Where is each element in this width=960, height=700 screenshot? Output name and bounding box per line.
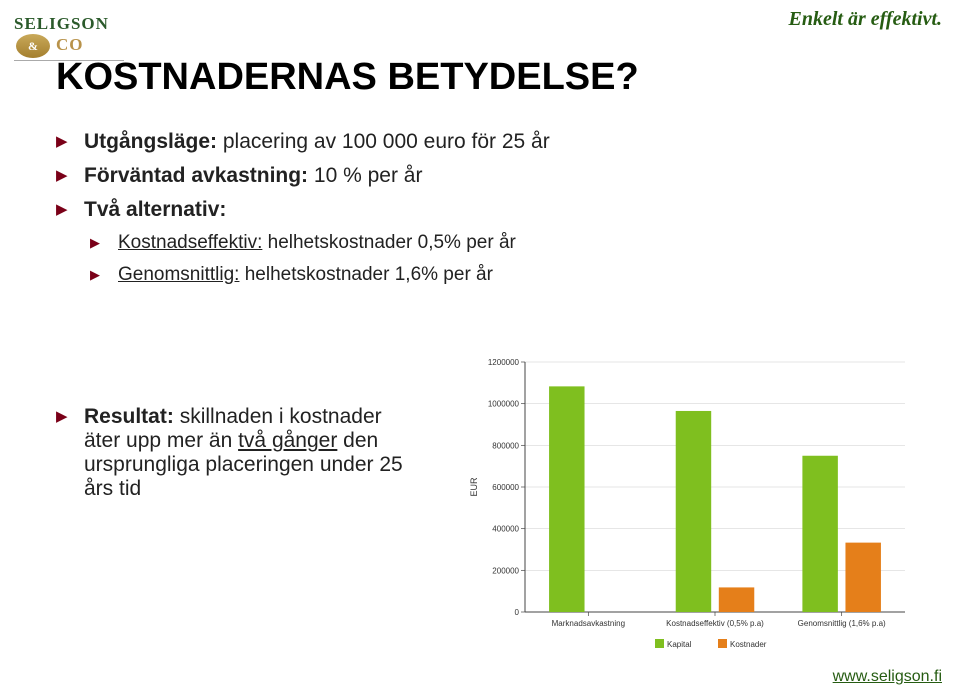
svg-text:200000: 200000 — [492, 566, 519, 575]
bullet-3: Två alternativ: — [56, 198, 696, 222]
chart-svg: 0 200000 400000 600000 800000 1000000 1200000 E… — [460, 350, 920, 670]
bullet-2-rest: 10 % per år — [308, 164, 422, 187]
svg-text:400000: 400000 — [492, 525, 519, 534]
tagline: Enkelt är effektivt. — [789, 8, 943, 31]
result-block: Resultat: skillnaden i kostnader äter up… — [56, 405, 416, 501]
svg-text:Kostnadseffektiv (0,5% p.a): Kostnadseffektiv (0,5% p.a) — [666, 619, 764, 628]
svg-text:1200000: 1200000 — [488, 358, 520, 367]
svg-text:EUR: EUR — [469, 477, 479, 497]
slide: SELIGSON & CO Enkelt är effektivt. KOSTN… — [0, 0, 960, 700]
logo-ampersand: & — [16, 34, 50, 58]
svg-text:Kostnader: Kostnader — [730, 640, 767, 649]
svg-text:Kapital: Kapital — [667, 640, 692, 649]
footer-link[interactable]: www.seligson.fi — [833, 668, 942, 686]
svg-text:800000: 800000 — [492, 441, 519, 450]
svg-text:1000000: 1000000 — [488, 400, 520, 409]
sub-bullet-1-rest: helhetskostnader 0,5% per år — [262, 232, 516, 253]
logo-line1: SELIGSON — [14, 14, 109, 33]
bullet-1: Utgångsläge: placering av 100 000 euro f… — [56, 130, 696, 154]
result-bold: Resultat: — [84, 405, 174, 428]
svg-text:0: 0 — [515, 608, 520, 617]
page-title: KOSTNADERNAS BETYDELSE? — [56, 56, 639, 99]
sub-bullet-2-u: Genomsnittlig: — [118, 264, 239, 285]
bullet-list: Utgångsläge: placering av 100 000 euro f… — [56, 130, 696, 296]
svg-text:Genomsnittlig (1,6% p.a): Genomsnittlig (1,6% p.a) — [798, 619, 886, 628]
bullet-1-rest: placering av 100 000 euro för 25 år — [217, 130, 550, 153]
brand-logo: SELIGSON & CO — [14, 14, 124, 61]
sub-bullet-list: Kostnadseffektiv: helhetskostnader 0,5% … — [90, 232, 696, 286]
bullet-1-bold: Utgångsläge: — [84, 130, 217, 153]
bullet-3-bold: Två alternativ: — [84, 198, 226, 221]
svg-text:Marknadsavkastning: Marknadsavkastning — [552, 619, 625, 628]
result-bullet: Resultat: skillnaden i kostnader äter up… — [56, 405, 416, 501]
sub-bullet-2: Genomsnittlig: helhetskostnader 1,6% per… — [90, 264, 696, 286]
cost-chart: 0 200000 400000 600000 800000 1000000 1200000 E… — [460, 350, 920, 670]
logo-line2: CO — [56, 35, 84, 54]
sub-bullet-1-u: Kostnadseffektiv: — [118, 232, 262, 253]
sub-bullet-2-rest: helhetskostnader 1,6% per år — [239, 264, 493, 285]
sub-bullet-1: Kostnadseffektiv: helhetskostnader 0,5% … — [90, 232, 696, 254]
bullet-2-bold: Förväntad avkastning: — [84, 164, 308, 187]
result-underline: två gånger — [238, 429, 337, 452]
svg-text:600000: 600000 — [492, 483, 519, 492]
bullet-2: Förväntad avkastning: 10 % per år — [56, 164, 696, 188]
